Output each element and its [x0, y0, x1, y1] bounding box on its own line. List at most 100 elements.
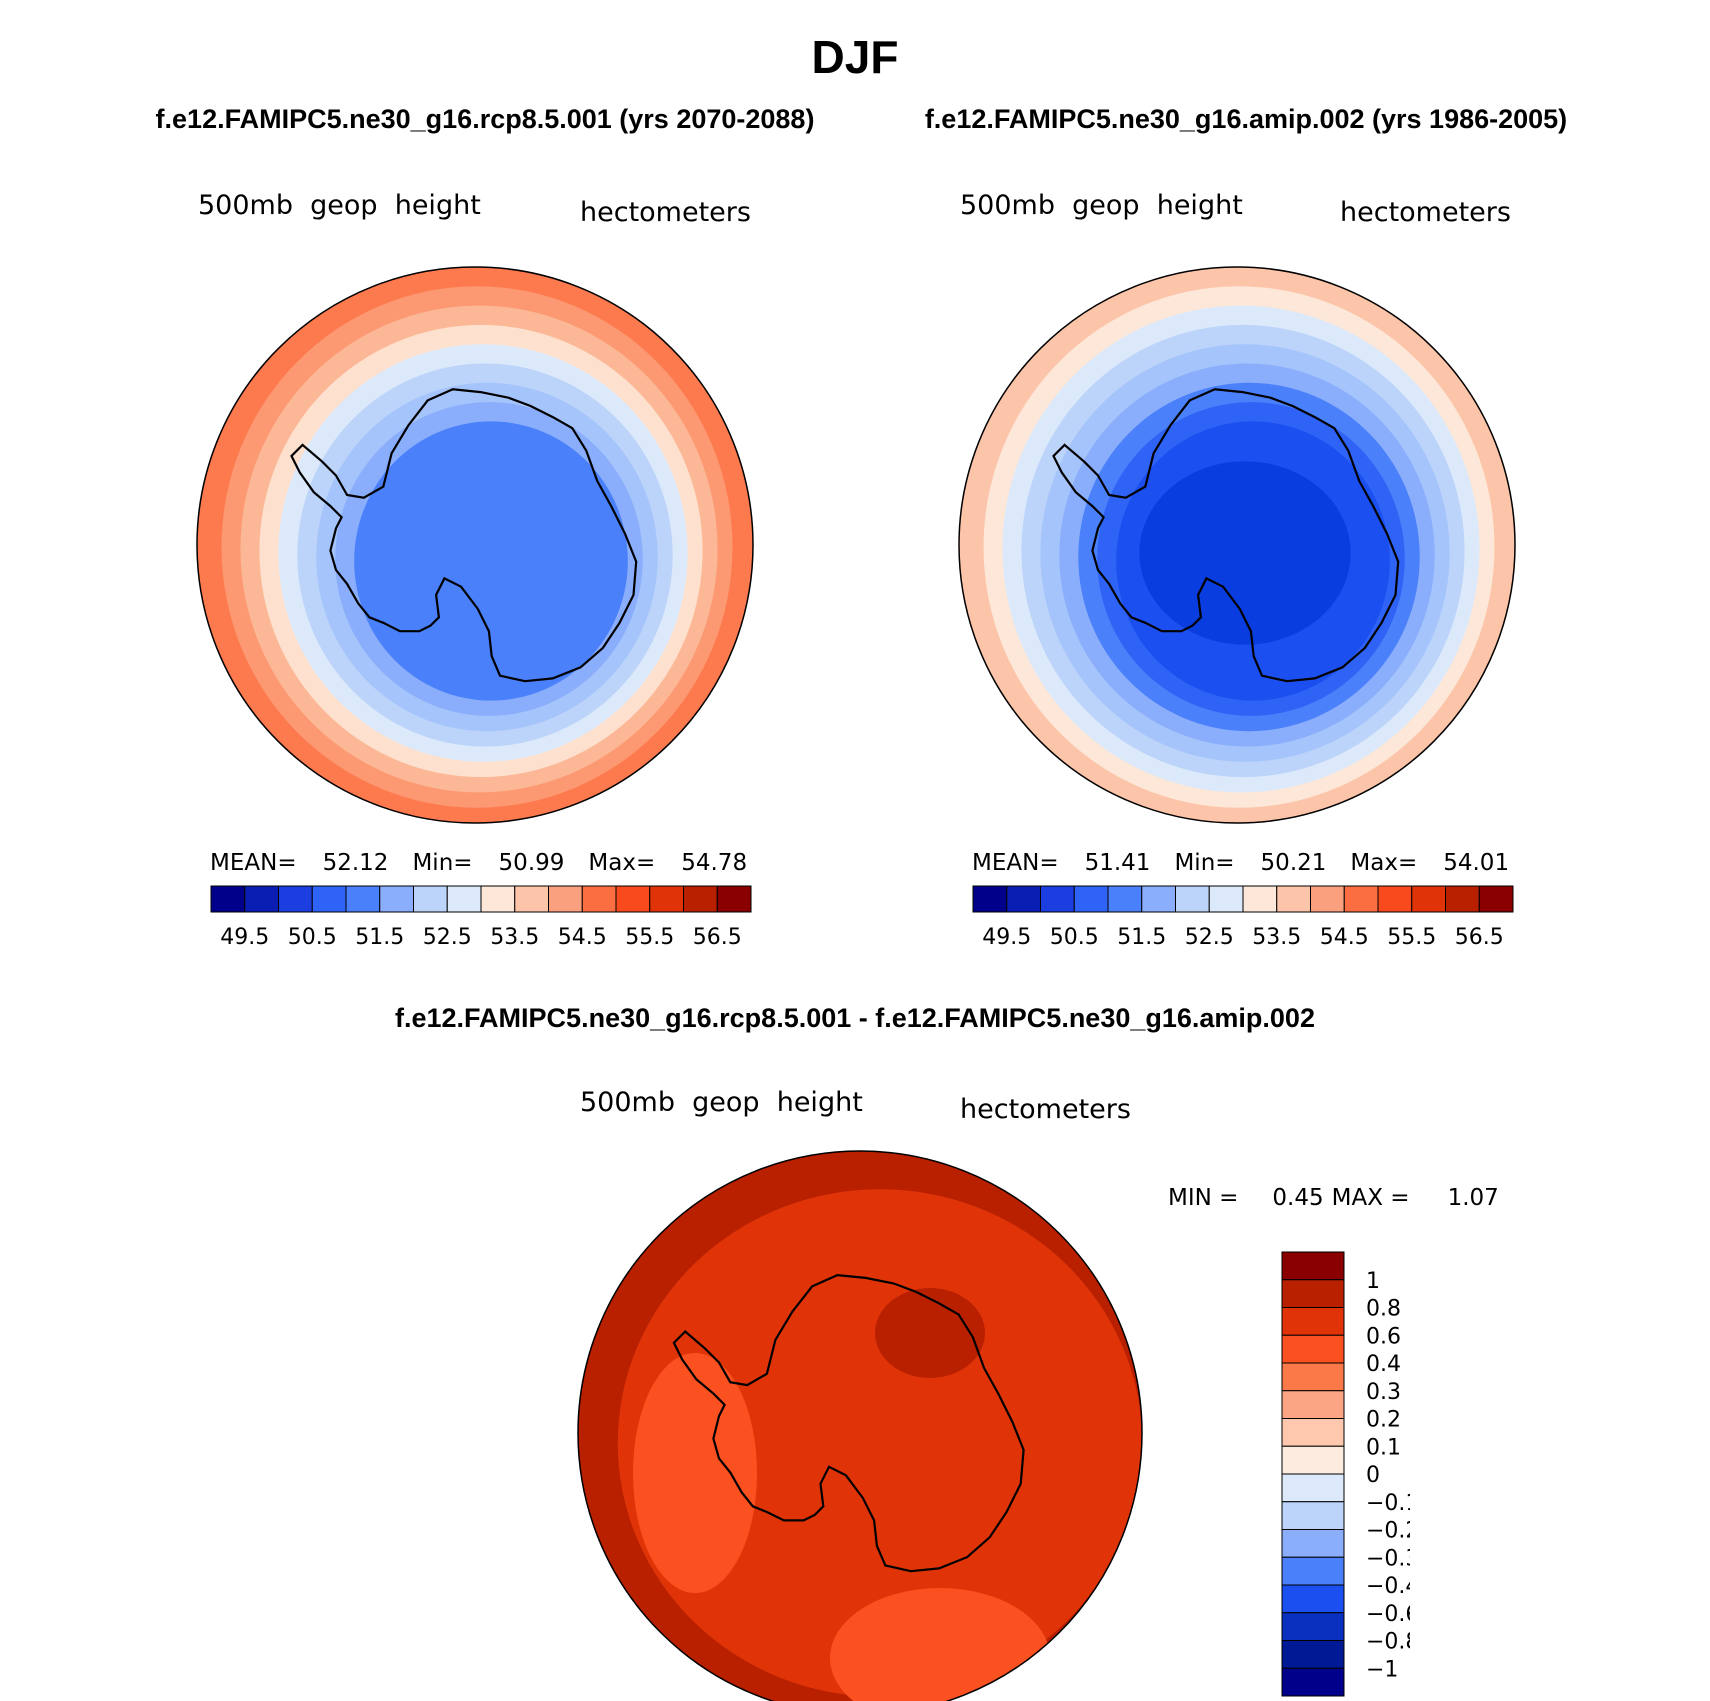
min-label: Min=: [412, 850, 473, 876]
colorbar-box: [1281, 1640, 1345, 1669]
colorbar-tick-label: 54.5: [1320, 925, 1369, 950]
panel-right-stats: MEAN= 51.41 Min= 50.21 Max= 54.01: [972, 850, 1509, 876]
colorbar-tick-label: 54.5: [558, 925, 607, 950]
mean-value: 51.41: [1084, 850, 1151, 876]
panel-left-stats: MEAN= 52.12 Min= 50.99 Max= 54.78: [210, 850, 747, 876]
colorbar-tick-label: 1: [1366, 1269, 1380, 1294]
colorbar-box: [1276, 885, 1311, 913]
colorbar-tick-label: 51.5: [355, 925, 404, 950]
max-label: Max=: [1350, 850, 1418, 876]
panel-right-map: [958, 266, 1516, 824]
diff-units-label: hectometers: [960, 1094, 1131, 1125]
colorbar-box: [345, 885, 381, 913]
colorbar-tick-label: 52.5: [423, 925, 472, 950]
colorbar-tick-label: 0: [1366, 1463, 1380, 1488]
colorbar-tick-label: −0.3: [1366, 1546, 1410, 1571]
colorbar-box: [581, 885, 617, 913]
colorbar-tick-label: −0.4: [1366, 1574, 1410, 1599]
colorbar-box: [1208, 885, 1244, 913]
colorbar-box: [413, 885, 448, 913]
colorbar-tick-label: 0.4: [1366, 1352, 1401, 1377]
colorbar-tick-label: 53.5: [490, 925, 539, 950]
colorbar-tick-label: 0.6: [1366, 1324, 1401, 1349]
colorbar-box: [1478, 885, 1514, 913]
colorbar-tick-label: 50.5: [1050, 925, 1099, 950]
diff-colorbar: 1 0.80.6 0.4 0.3 0.20.1 0 −0.1 −0.2−0.3 −0.4 −0.6…: [1281, 1251, 1410, 1697]
max-value: 54.01: [1443, 850, 1510, 876]
panel-right-variable-label: 500mb geop height: [960, 190, 1243, 221]
panel-left-colorbar: 49.5 50.5 51.5 52.5 53.5 54.5 55.5 56.5: [210, 885, 752, 950]
contour-band: [875, 1288, 985, 1378]
colorbar-box: [972, 885, 1008, 913]
colorbar-box: [649, 885, 684, 913]
colorbar-tick-label: 0.8: [1366, 1297, 1401, 1322]
min-value: 0.45: [1272, 1185, 1324, 1211]
colorbar-box: [1281, 1445, 1345, 1475]
colorbar-box: [1445, 885, 1480, 913]
contour-band: [617, 1189, 1142, 1697]
colorbar-box: [446, 885, 482, 913]
colorbar-box: [244, 885, 279, 913]
diff-minmax-stats: MIN = 0.45 MAX = 1.07: [1168, 1185, 1499, 1211]
contour-core: [377, 461, 589, 645]
figure-title: DJF: [811, 31, 899, 83]
map-boundary: [577, 1150, 1143, 1701]
colorbar-box: [1411, 885, 1446, 913]
colorbar-tick-label: 50.5: [288, 925, 337, 950]
colorbar-box: [1281, 1584, 1345, 1614]
colorbar-box: [1006, 885, 1041, 913]
colorbar-box: [1281, 1529, 1345, 1558]
colorbar-box: [1281, 1390, 1345, 1419]
colorbar-tick-label: 55.5: [625, 925, 674, 950]
colorbar-box: [1242, 885, 1278, 913]
colorbar-tick-label: −0.1: [1366, 1491, 1410, 1516]
colorbar-box: [1281, 1612, 1345, 1641]
max-value: 1.07: [1447, 1185, 1499, 1211]
colorbar-box: [1281, 1251, 1345, 1281]
contour-core: [1139, 461, 1351, 645]
colorbar-tick-label: 0.2: [1366, 1408, 1401, 1433]
antarctica-coastline: [290, 388, 638, 683]
max-value: 54.78: [681, 850, 748, 876]
panel-left-units-label: hectometers: [580, 197, 751, 228]
colorbar-box: [1040, 885, 1075, 913]
contour-band: [633, 1353, 757, 1593]
colorbar-tick-label: 0.1: [1366, 1435, 1401, 1460]
difference-title: f.e12.FAMIPC5.ne30_g16.rcp8.5.001 - f.e1…: [395, 1003, 1315, 1033]
colorbar-tick-label: 52.5: [1185, 925, 1234, 950]
colorbar-tick-label: −0.6: [1366, 1602, 1410, 1627]
colorbar-box: [1281, 1279, 1345, 1308]
colorbar-box: [1281, 1667, 1345, 1697]
min-label: Min=: [1174, 850, 1235, 876]
colorbar-box: [1377, 885, 1413, 913]
colorbar-box: [716, 885, 752, 913]
map-boundary: [196, 266, 754, 824]
colorbar-tick-label: −1: [1366, 1657, 1398, 1682]
panel-right-units-label: hectometers: [1340, 197, 1511, 228]
panel-left-map: [196, 266, 754, 824]
colorbar-tick-label: 56.5: [693, 925, 742, 950]
colorbar-tick-label: 51.5: [1117, 925, 1166, 950]
colorbar-box: [1281, 1362, 1345, 1392]
colorbar-box: [1281, 1418, 1345, 1447]
colorbar-tick-label: 56.5: [1455, 925, 1504, 950]
diff-variable-label: 500mb geop height: [580, 1087, 863, 1118]
colorbar-tick-label: −0.8: [1366, 1630, 1410, 1655]
colorbar-tick-label: 53.5: [1252, 925, 1301, 950]
colorbar-tick-label: −0.2: [1366, 1519, 1410, 1544]
colorbar-box: [1107, 885, 1143, 913]
colorbar-box: [379, 885, 414, 913]
colorbar-box: [1281, 1334, 1345, 1364]
panel-left-variable-label: 500mb geop height: [198, 190, 481, 221]
diff-map: [577, 1150, 1143, 1701]
colorbar-box: [514, 885, 549, 913]
max-label: Max=: [588, 850, 656, 876]
max-label: MAX =: [1331, 1185, 1410, 1211]
colorbar-box: [1175, 885, 1210, 913]
map-boundary: [958, 266, 1516, 824]
antarctica-coastline: [672, 1273, 1025, 1573]
colorbar-box: [1281, 1556, 1345, 1586]
antarctica-coastline: [1052, 388, 1400, 683]
colorbar-box: [1310, 885, 1345, 913]
colorbar-box: [1073, 885, 1109, 913]
